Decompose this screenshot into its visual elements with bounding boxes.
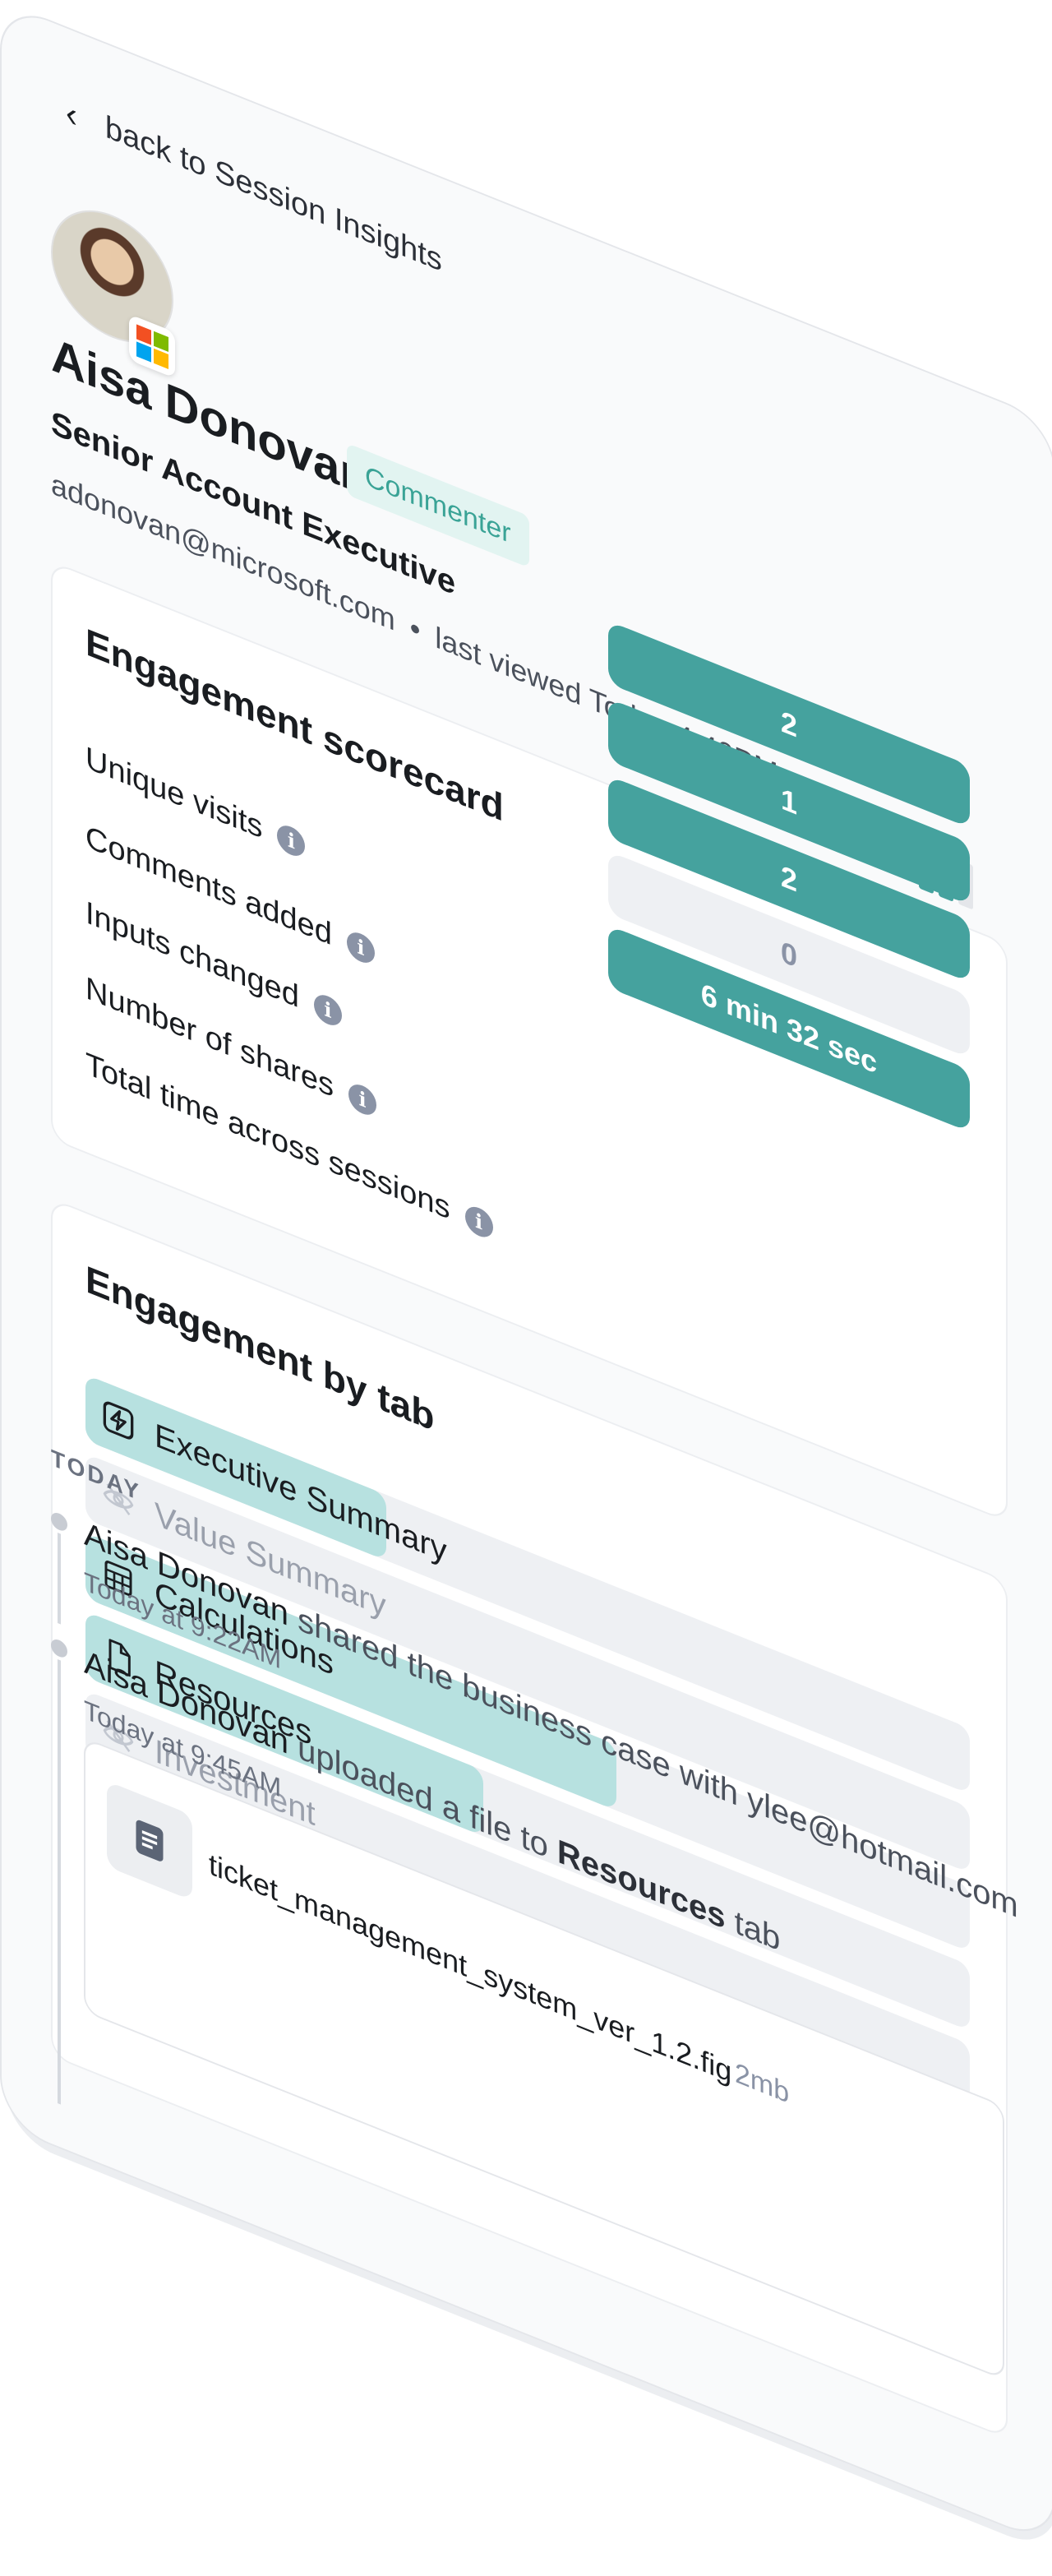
tab-row-resources[interactable]: Resources 4 min 3 sec — [85, 1611, 970, 2086]
engagement-by-tab-card: Engagement by tab Executive Summary 2 mi… — [51, 1197, 1008, 2440]
timeline-line — [58, 1533, 61, 1625]
info-icon[interactable]: i — [346, 927, 375, 967]
tab-label-wrap: Calculations — [102, 1539, 334, 1698]
lightning-icon — [103, 1401, 134, 1440]
info-icon[interactable]: i — [348, 1080, 377, 1119]
tab-label-wrap: Executive Summary — [102, 1381, 447, 1585]
chevron-left-icon: ‹ — [66, 91, 77, 136]
document-icon — [107, 1781, 192, 1901]
file-icon — [108, 1639, 131, 1677]
info-icon[interactable]: i — [313, 990, 342, 1029]
timeline-line — [58, 1659, 61, 2105]
file-attachment-card[interactable]: ticket_management_system_ver_1.2.fig 2mb — [84, 1737, 1004, 2380]
table-icon — [104, 1561, 132, 1597]
tab-row-investment[interactable]: Investment — [85, 1690, 970, 2110]
tab-label-wrap: Resources — [102, 1618, 311, 1768]
tab-row-calculations[interactable]: Calculations 6 min 40 sec — [85, 1532, 970, 2007]
tab-row-value-summary[interactable]: Value Summary — [85, 1453, 970, 1873]
file-size: 2mb — [735, 2056, 790, 2111]
info-icon[interactable]: i — [277, 821, 306, 861]
info-icon[interactable]: i — [464, 1201, 493, 1242]
tab-label-wrap: Investment — [102, 1697, 316, 1848]
eye-off-icon — [103, 1720, 134, 1752]
eye-off-icon — [103, 1483, 134, 1515]
tab-label-wrap: Value Summary — [102, 1460, 386, 1639]
tab-row-executive-summary[interactable]: Executive Summary 2 min 23 sec — [85, 1374, 970, 1849]
separator-dot: • — [409, 609, 421, 648]
